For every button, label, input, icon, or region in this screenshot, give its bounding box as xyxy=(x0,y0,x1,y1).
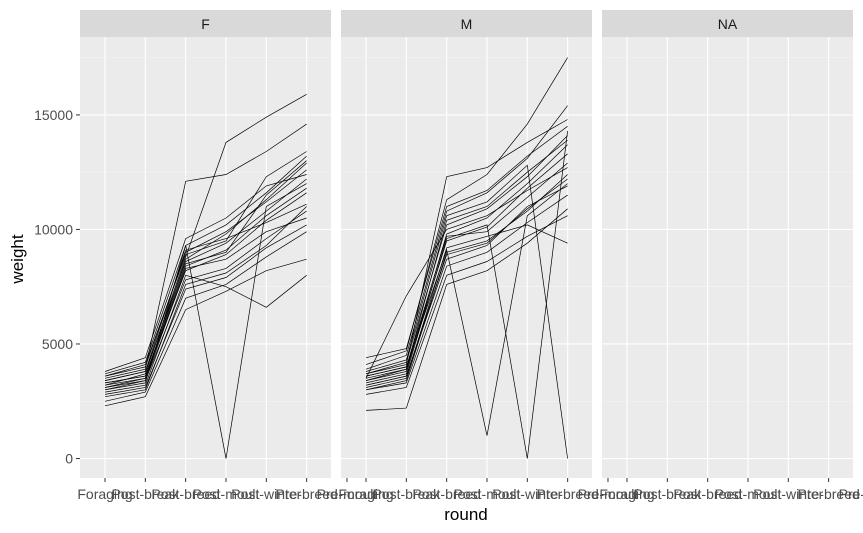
facet-strip-label: NA xyxy=(718,16,738,32)
series-line xyxy=(365,139,568,381)
series-lines xyxy=(104,93,307,459)
series-line xyxy=(104,123,307,379)
series-line xyxy=(365,57,568,365)
series-line xyxy=(104,169,307,377)
x-tick-label: Pre-moult xyxy=(578,486,639,502)
series-line xyxy=(365,224,568,388)
series-line xyxy=(104,210,307,391)
series-line xyxy=(365,130,568,459)
facet-strip-label: M xyxy=(461,16,473,32)
series-line xyxy=(104,274,307,393)
series-line xyxy=(104,174,307,372)
y-tick-label: 10000 xyxy=(34,221,73,237)
x-tick-label: Post-break xyxy=(372,486,441,502)
panel-background xyxy=(602,37,853,478)
x-tick-label: Pre-moult xyxy=(839,486,863,502)
series-line xyxy=(365,162,568,377)
series-line xyxy=(104,162,307,386)
x-axis-title: round xyxy=(444,505,487,524)
series-line xyxy=(365,194,568,391)
series-line xyxy=(365,119,568,375)
x-tick-label: Foraging xyxy=(599,486,654,502)
series-line xyxy=(365,144,568,381)
x-tick-label: Post-breed xyxy=(151,486,219,502)
series-line xyxy=(104,203,307,381)
series-line xyxy=(365,208,568,411)
series-line xyxy=(104,258,307,407)
x-tick-label: Post-break xyxy=(633,486,702,502)
series-line xyxy=(365,215,568,395)
facet-panel-m: MForagingPost-breakPost-breedPost-moultP… xyxy=(338,10,638,502)
panel-background xyxy=(80,37,331,478)
facet-panel-f: FForagingPost-breakPost-breedPost-moultP… xyxy=(77,10,377,502)
facet-panel-na: NA ForagingPost-breakPost-breedPost-moult… xyxy=(599,10,863,502)
series-line xyxy=(365,105,568,370)
x-tick-label: Pre-breed xyxy=(537,486,599,502)
series-line xyxy=(104,183,307,459)
facet-panels: FForagingPost-breakPost-breedPost-moultP… xyxy=(77,10,863,502)
series-line xyxy=(365,126,568,359)
y-tick-label: 5000 xyxy=(42,336,73,352)
series-lines xyxy=(365,57,568,459)
series-line xyxy=(104,93,307,386)
y-axis-title: weight xyxy=(8,234,27,284)
series-line xyxy=(365,164,568,459)
panel-background xyxy=(341,37,592,478)
x-tick-label: Foraging xyxy=(338,486,393,502)
x-tick-label: Post-breed xyxy=(673,486,741,502)
x-tick-label: Foraging xyxy=(77,486,132,502)
y-axis: 0 5000 10000 15000 xyxy=(34,107,80,467)
series-line xyxy=(365,167,568,379)
series-line xyxy=(104,151,307,377)
facet-strip xyxy=(80,10,331,37)
x-tick-label: Pre-breed xyxy=(276,486,338,502)
facet-strip xyxy=(602,10,853,37)
series-line xyxy=(104,224,307,395)
y-tick-label: 0 xyxy=(65,451,73,467)
x-tick-label: Post-moult xyxy=(193,486,260,502)
series-line xyxy=(104,206,307,398)
series-line xyxy=(365,174,568,391)
y-tick-label: 15000 xyxy=(34,107,73,123)
series-line xyxy=(104,231,307,402)
series-line xyxy=(365,135,568,375)
series-line xyxy=(104,160,307,384)
facet-strip-label: F xyxy=(201,16,210,32)
facet-strip xyxy=(341,10,592,37)
x-tick-label: Post-winter xyxy=(753,486,823,502)
x-tick-label: Post-winter xyxy=(231,486,301,502)
x-tick-label: Post-moult xyxy=(715,486,782,502)
x-tick-label: Post-moult xyxy=(454,486,521,502)
x-tick-label: Pre-moult xyxy=(317,486,378,502)
x-tick-label: Post-break xyxy=(111,486,180,502)
series-line xyxy=(365,185,568,386)
series-line xyxy=(104,155,307,375)
x-tick-label: Pre-breed xyxy=(798,486,860,502)
x-tick-label: Post-winter xyxy=(492,486,562,502)
x-tick-label: Post-breed xyxy=(412,486,480,502)
series-line xyxy=(104,217,307,388)
